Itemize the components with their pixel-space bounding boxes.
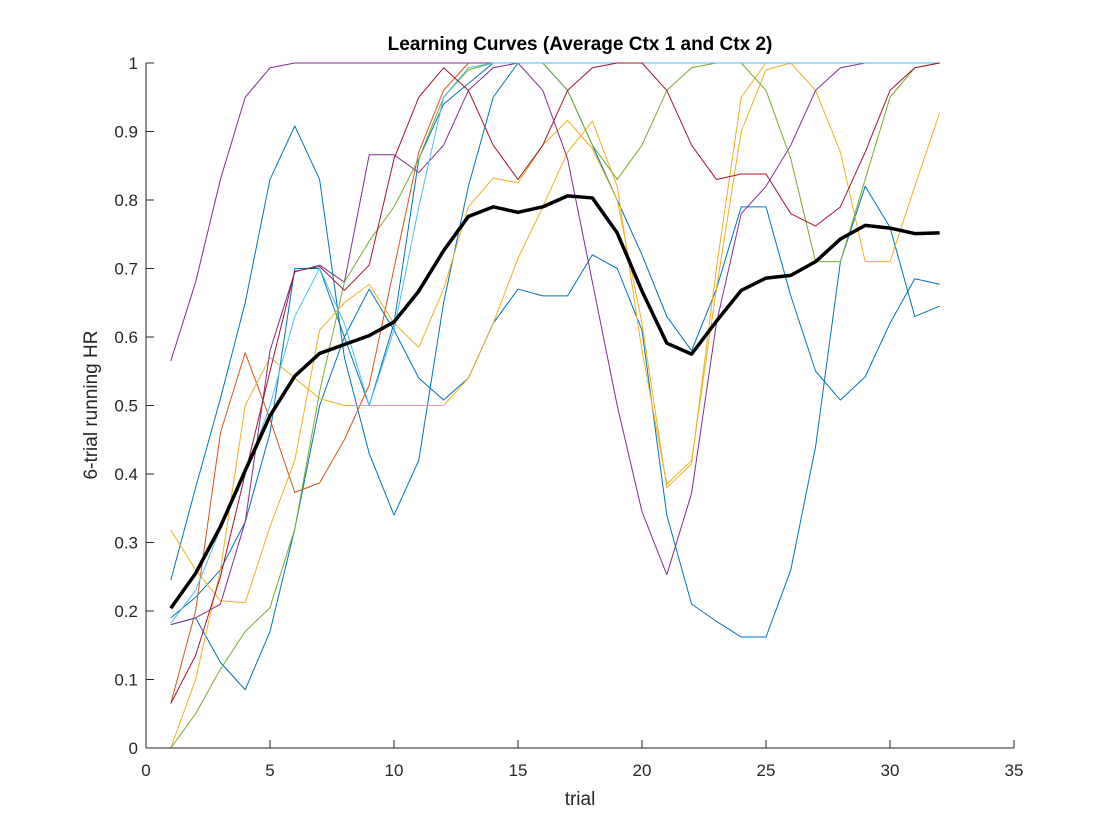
y-tick-labels: 0 0.1 0.2 0.3 0.4 0.5 0.6 0.7 0.8 0.9 1 (114, 54, 138, 758)
y-tick-label: 0.6 (114, 328, 138, 347)
y-axis-label: 6-trial running HR (81, 331, 102, 480)
x-tick-labels: 0 5 10 15 20 25 30 35 (141, 761, 1023, 780)
series-line-9 (170, 62, 940, 749)
x-tick-label: 30 (881, 761, 900, 780)
series-line-10 (170, 62, 940, 624)
y-tick-label: 0.7 (114, 260, 138, 279)
x-axis-label: trial (565, 789, 596, 810)
x-tick-label: 0 (141, 761, 150, 780)
y-tick-label: 0.5 (114, 397, 138, 416)
chart-title: Learning Curves (Average Ctx 1 and Ctx 2… (388, 34, 773, 55)
x-tick-label: 10 (385, 761, 404, 780)
series-line-11 (170, 62, 940, 704)
series-line-6 (170, 62, 941, 749)
y-tick-label: 0.9 (114, 123, 138, 142)
x-tick-label: 35 (1005, 761, 1024, 780)
x-tick-label: 20 (633, 761, 652, 780)
y-tick-label: 0.8 (114, 191, 138, 210)
mean-series-line (169, 194, 940, 610)
plot-area (169, 62, 941, 749)
y-tick-label: 0.3 (114, 534, 138, 553)
y-tick-label: 0.2 (114, 602, 138, 621)
y-tick-label: 1 (129, 54, 138, 73)
x-tick-label: 15 (509, 761, 528, 780)
y-tick-label: 0.4 (114, 465, 138, 484)
y-tick-label: 0 (129, 739, 138, 758)
x-tick-label: 5 (265, 761, 274, 780)
x-tick-label: 25 (757, 761, 776, 780)
y-tick-label: 0.1 (114, 671, 138, 690)
tick-marks (145, 62, 1015, 749)
